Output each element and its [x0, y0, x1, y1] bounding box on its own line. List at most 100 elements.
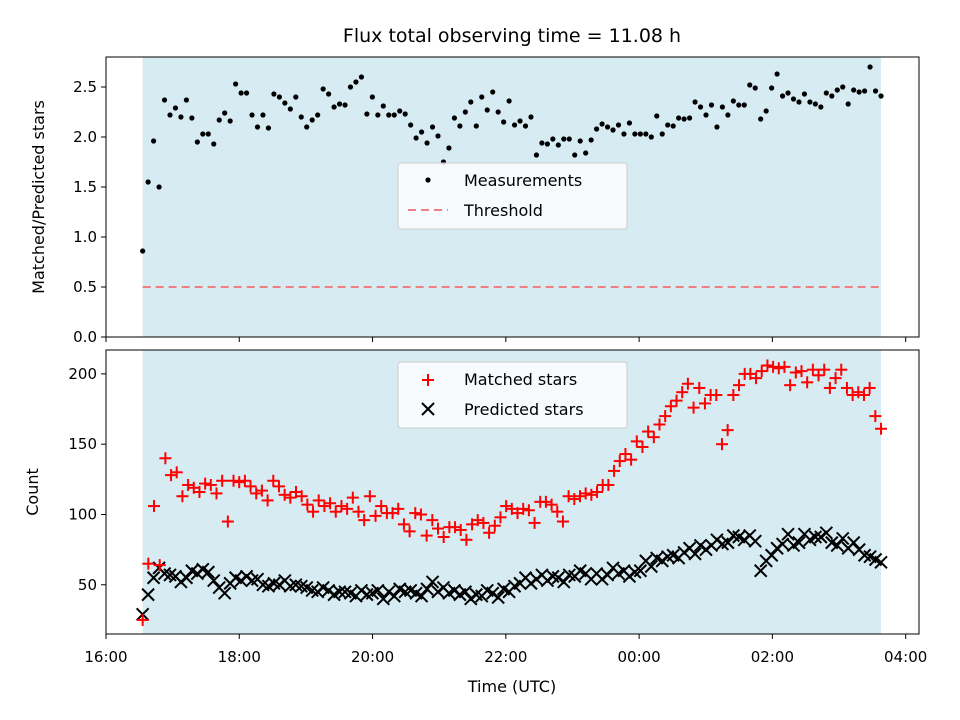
measurement-point [413, 135, 419, 141]
measurement-point [233, 81, 239, 87]
matched-point [278, 488, 291, 501]
measurement-point [872, 88, 879, 94]
matched-point [199, 477, 212, 490]
matched-point [329, 505, 342, 518]
matched-point [625, 453, 638, 466]
measurement-point [539, 140, 545, 146]
measurement-point [812, 101, 818, 107]
predicted-point [764, 548, 779, 562]
measurement-point [714, 124, 720, 130]
matched-point [698, 397, 711, 410]
measurement-point [528, 114, 534, 120]
matched-point [784, 379, 797, 392]
measurement-point [572, 152, 578, 158]
measurement-point [473, 123, 479, 129]
matched-point [210, 487, 223, 500]
measurement-point [298, 114, 304, 120]
top-axes-frame [105, 56, 920, 338]
measurement-point [189, 115, 195, 121]
measurement-point [150, 138, 157, 144]
matched-point [840, 381, 853, 394]
predicted-legend-marker [421, 402, 435, 416]
predicted-points [135, 526, 888, 622]
bottom-y-tick-label-3: 200 [68, 365, 97, 383]
matched-point [494, 511, 507, 524]
predicted-point [387, 589, 401, 603]
matched-point [414, 508, 427, 521]
matched-point [403, 525, 416, 538]
matched-point [255, 484, 268, 497]
measurement-point [140, 248, 146, 254]
measurement-point [555, 142, 561, 148]
measurement-point [462, 109, 468, 115]
matched-point [267, 474, 280, 487]
measurement-point [227, 118, 233, 124]
measurement-point [823, 90, 829, 96]
measurement-point [758, 116, 764, 122]
measurement-point [167, 112, 173, 118]
matched-point [551, 505, 564, 518]
measurement-point [200, 131, 206, 137]
measurement-point [533, 152, 540, 158]
matched-point [341, 502, 354, 515]
predicted-point [819, 526, 834, 540]
measurement-point [380, 103, 386, 109]
matched-point [715, 438, 728, 451]
measurement-point [386, 112, 392, 118]
count-panel: 50 100 150 200 16:00 18:00 20:00 22:00 00:00 02:… [23, 349, 927, 696]
measurement-point [648, 134, 654, 140]
measurement-point [347, 84, 354, 90]
predicted-point [753, 564, 768, 578]
x-tick-label-6: 04:00 [884, 648, 927, 666]
measurement-point [495, 109, 501, 115]
matched-point [500, 500, 513, 513]
predicted-point [775, 537, 790, 551]
matched-legend-marker [422, 374, 434, 386]
matched-point [755, 365, 768, 378]
matched-point [863, 381, 876, 394]
matched-point [647, 431, 660, 444]
measurement-point [293, 94, 299, 100]
matched-point [454, 523, 467, 536]
measurement-point [840, 84, 846, 90]
matched-point [562, 490, 575, 503]
bottom-legend: Matched stars Predicted stars [397, 361, 628, 429]
matched-point [272, 480, 285, 493]
measurement-point [790, 96, 797, 102]
predicted-point [836, 531, 850, 546]
matched-point [681, 377, 694, 390]
measurement-point [796, 99, 802, 105]
measurement-point [878, 93, 884, 99]
measurement-point [801, 91, 808, 97]
matched-point [238, 474, 251, 487]
measurement-points [140, 64, 884, 254]
measurement-point [779, 93, 786, 99]
top-y-tick-label-0: 0.0 [73, 328, 97, 346]
matched-point [619, 448, 632, 461]
measurement-point [544, 141, 550, 147]
measurement-point [418, 129, 425, 135]
measurement-point [511, 122, 518, 128]
measurement-point [249, 112, 255, 118]
matched-point [159, 452, 172, 465]
matched-point [193, 486, 206, 498]
predicted-point [217, 586, 232, 600]
matched-point [216, 474, 229, 487]
predicted-point [376, 592, 391, 606]
matched-point [426, 514, 439, 527]
measurement-point [222, 110, 228, 116]
x-axis-label: Time (UTC) [467, 677, 556, 696]
matched-point [795, 365, 808, 378]
predicted-point [491, 590, 505, 605]
legend-matched: Matched stars [464, 370, 577, 389]
matched-point [176, 490, 189, 503]
measurement-point [375, 112, 381, 118]
measurement-point [736, 102, 742, 108]
predicted-point [141, 587, 155, 602]
measurement-point [834, 87, 840, 93]
matched-point [676, 386, 689, 399]
measurement-point [665, 122, 671, 128]
matched-point [602, 478, 615, 491]
measurement-point [686, 115, 693, 121]
measurement-point [490, 89, 496, 95]
